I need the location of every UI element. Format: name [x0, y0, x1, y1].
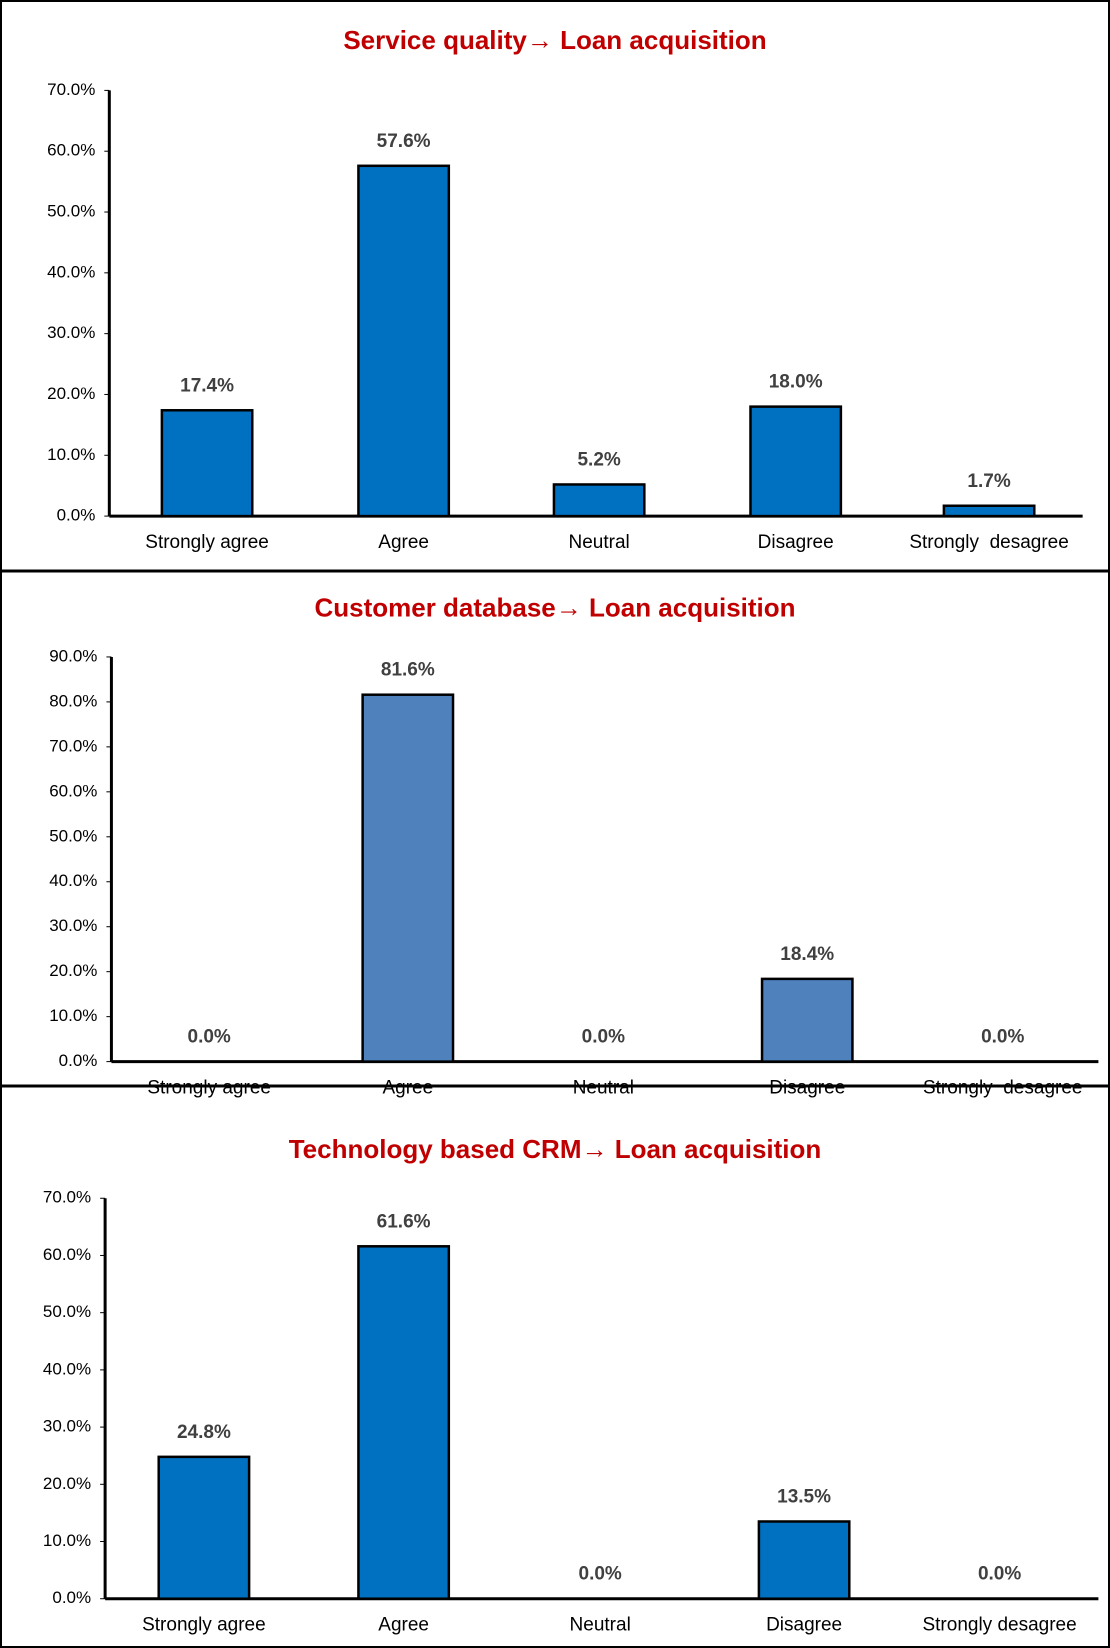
x-tick-label: Neutral: [569, 532, 630, 553]
data-label: 0.0%: [978, 1564, 1021, 1585]
y-tick-label: 70.0%: [49, 736, 97, 755]
x-tick-label: Disagree: [769, 1078, 845, 1099]
y-tick-label: 10.0%: [47, 445, 95, 464]
x-tick-label: Strongly desagree: [922, 1615, 1076, 1636]
y-tick-label: 20.0%: [47, 384, 95, 403]
x-tick-label: Strongly agree: [147, 1078, 271, 1099]
data-label: 17.4%: [180, 375, 234, 396]
data-label: 18.0%: [769, 372, 823, 393]
data-label: 57.6%: [377, 131, 431, 152]
data-label: 0.0%: [582, 1027, 625, 1048]
y-tick-label: 70.0%: [47, 80, 95, 99]
y-tick-label: 0.0%: [57, 506, 96, 525]
x-tick-label: Agree: [378, 532, 429, 553]
y-tick-label: 60.0%: [43, 1245, 91, 1264]
x-tick-label: Disagree: [766, 1615, 842, 1636]
y-tick-label: 70.0%: [43, 1188, 91, 1207]
data-label: 0.0%: [579, 1564, 622, 1585]
x-tick-label: Neutral: [573, 1078, 634, 1099]
x-tick-label: Strongly agree: [142, 1615, 266, 1636]
bar: [160, 409, 254, 518]
x-tick-label: Agree: [382, 1078, 433, 1099]
data-label: 0.0%: [981, 1027, 1024, 1048]
bar: [760, 977, 854, 1063]
y-tick-label: 10.0%: [49, 1006, 97, 1025]
data-label: 61.6%: [377, 1211, 431, 1232]
bar: [749, 405, 843, 518]
bar: [357, 1245, 451, 1600]
chart-title: Service quality→ Loan acquisition: [343, 25, 766, 55]
y-tick-label: 0.0%: [59, 1051, 98, 1070]
bar: [157, 1455, 251, 1600]
y-tick-label: 60.0%: [47, 141, 95, 160]
y-tick-label: 40.0%: [43, 1359, 91, 1378]
x-tick-label: Strongly desagree: [909, 532, 1069, 553]
data-label: 1.7%: [967, 471, 1010, 492]
y-tick-label: 40.0%: [49, 871, 97, 890]
x-tick-label: Strongly desagree: [923, 1078, 1083, 1099]
bar: [757, 1520, 851, 1600]
chart-title: Customer database→ Loan acquisition: [314, 593, 795, 623]
y-tick-label: 40.0%: [47, 262, 95, 281]
y-tick-label: 10.0%: [43, 1531, 91, 1550]
y-tick-label: 20.0%: [43, 1474, 91, 1493]
y-tick-label: 0.0%: [52, 1588, 91, 1607]
x-tick-label: Strongly agree: [145, 532, 269, 553]
chart-title: Technology based CRM→ Loan acquisition: [289, 1134, 822, 1164]
data-label: 24.8%: [177, 1422, 231, 1443]
y-tick-label: 50.0%: [49, 826, 97, 845]
x-tick-label: Neutral: [570, 1615, 631, 1636]
bar: [942, 504, 1036, 518]
x-tick-label: Agree: [378, 1615, 429, 1636]
data-label: 5.2%: [577, 449, 620, 470]
y-tick-label: 20.0%: [49, 961, 97, 980]
bar: [361, 693, 455, 1063]
y-tick-label: 80.0%: [49, 691, 97, 710]
y-tick-label: 50.0%: [43, 1302, 91, 1321]
y-tick-label: 60.0%: [49, 781, 97, 800]
data-label: 81.6%: [381, 660, 435, 681]
y-tick-label: 30.0%: [43, 1417, 91, 1436]
data-label: 0.0%: [188, 1027, 231, 1048]
x-tick-label: Disagree: [758, 532, 834, 553]
bar: [552, 483, 646, 518]
bar: [357, 164, 451, 518]
y-tick-label: 30.0%: [49, 916, 97, 935]
y-tick-label: 50.0%: [47, 202, 95, 221]
data-label: 18.4%: [780, 944, 834, 965]
y-tick-label: 90.0%: [49, 646, 97, 665]
y-tick-label: 30.0%: [47, 323, 95, 342]
data-label: 13.5%: [777, 1487, 831, 1508]
